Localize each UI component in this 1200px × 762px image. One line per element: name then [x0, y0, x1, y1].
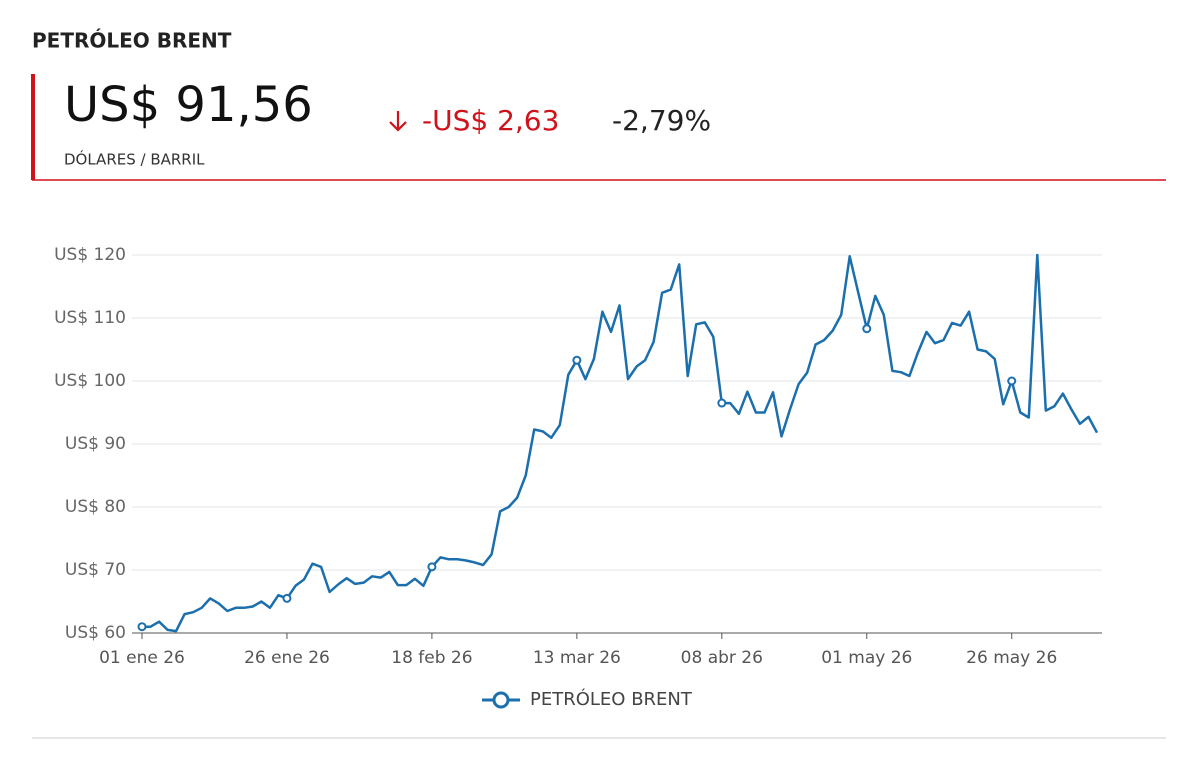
price: US$ 91,56: [64, 77, 313, 133]
y-tick-label: US$ 100: [54, 371, 126, 391]
point-marker: [717, 398, 727, 408]
price-change: -US$ 2,63: [422, 104, 559, 137]
accent-bar: [31, 74, 35, 180]
price-line: [142, 253, 1099, 633]
plot: US$ 60 US$ 70 US$ 80 US$ 90 US$ 100 US$ 110 US…: [54, 245, 1102, 710]
y-tick-label: US$ 120: [54, 245, 126, 265]
unit-label: DÓLARES / BARRIL: [64, 150, 205, 169]
y-tick-label: US$ 70: [65, 560, 126, 580]
point-marker: [137, 622, 147, 632]
point-marker: [427, 562, 437, 572]
x-tick-label: 26 may 26: [966, 648, 1057, 668]
point-marker: [572, 355, 582, 365]
x-tick-label: 13 mar 26: [533, 648, 621, 668]
point-marker: [862, 324, 872, 334]
down-arrow: [389, 111, 407, 132]
x-tick-label: 01 ene 26: [99, 648, 185, 668]
x-tick-label: 01 may 26: [821, 648, 912, 668]
price-change-pct: -2,79%: [612, 104, 711, 137]
point-marker: [1007, 376, 1017, 386]
y-tick-label: US$ 60: [65, 623, 126, 643]
page-title: PETRÓLEO BRENT: [32, 29, 232, 53]
point-marker: [282, 593, 292, 603]
y-tick-label: US$ 90: [65, 434, 126, 454]
y-tick-label: US$ 80: [65, 497, 126, 517]
y-tick-label: US$ 110: [54, 308, 126, 328]
legend-label: PETRÓLEO BRENT: [530, 688, 693, 710]
x-tick-label: 26 ene 26: [244, 648, 330, 668]
x-tick-label: 18 feb 26: [391, 648, 472, 668]
x-tick-label: 08 abr 26: [681, 648, 763, 668]
legend-marker: [492, 691, 510, 709]
